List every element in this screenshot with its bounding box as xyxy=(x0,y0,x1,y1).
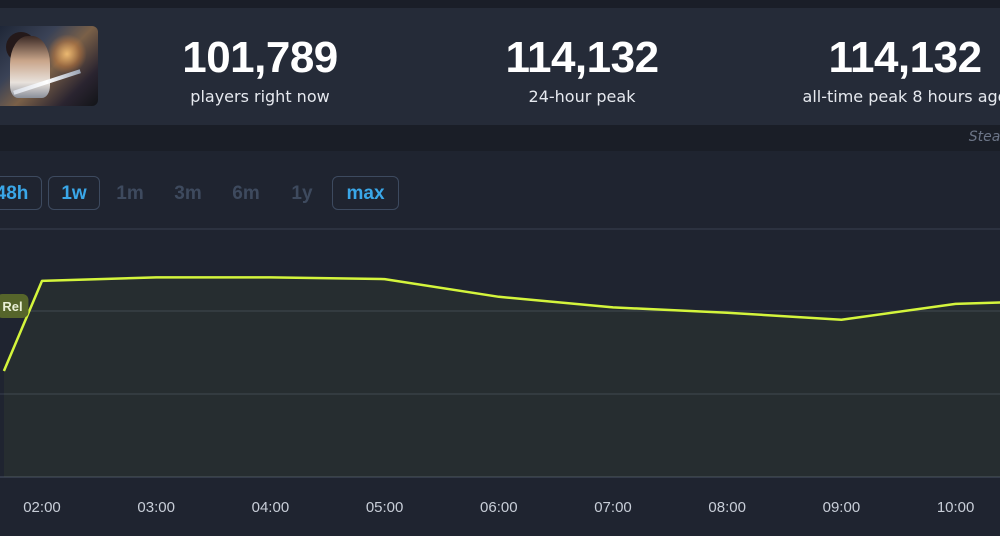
x-tick-label: 07:00 xyxy=(594,499,632,516)
x-tick-label: 05:00 xyxy=(366,499,404,516)
current-players-label: players right now xyxy=(190,87,330,106)
data-point[interactable] xyxy=(1,368,7,374)
data-point[interactable] xyxy=(953,301,959,307)
range-1y-button[interactable]: 1y xyxy=(291,183,313,204)
x-tick-label: 08:00 xyxy=(708,499,746,516)
x-tick-label: 04:00 xyxy=(252,499,290,516)
release-badge[interactable] xyxy=(0,294,29,318)
data-point[interactable] xyxy=(610,304,616,310)
credit-bar: Steam xyxy=(0,125,1000,151)
data-point[interactable] xyxy=(496,294,502,300)
stats-header: 101,789 players right now 114,132 24-hou… xyxy=(0,8,1000,125)
current-players-value: 101,789 xyxy=(182,33,338,82)
range-max-button[interactable]: max xyxy=(332,176,399,210)
player-count-area xyxy=(3,277,1000,477)
x-tick-label: 03:00 xyxy=(137,499,175,516)
x-tick-label: 06:00 xyxy=(480,499,518,516)
x-tick-label: 10:00 xyxy=(937,499,975,516)
peak-24h-label: 24-hour peak xyxy=(528,87,636,106)
player-count-chart: Rel 02:00 03:00 04:00 05:00 06:00 07:00 08:00 0… xyxy=(0,228,1000,516)
data-point[interactable] xyxy=(382,276,388,282)
x-tick-label: 09:00 xyxy=(823,499,861,516)
all-time-peak-value: 114,132 xyxy=(828,33,982,82)
range-6m-button[interactable]: 6m xyxy=(232,183,260,204)
current-players-stat: 101,789 players right now xyxy=(160,34,360,108)
data-point[interactable] xyxy=(267,274,273,280)
range-3m-button[interactable]: 3m xyxy=(174,183,202,204)
x-tick-label: 02:00 xyxy=(23,499,61,516)
range-1w-button[interactable]: 1w xyxy=(48,176,100,210)
range-1m-button[interactable]: 1m xyxy=(116,183,144,204)
range-selector: 48h 1w 1m 3m 6m 1y max xyxy=(0,176,1000,212)
data-point[interactable] xyxy=(838,317,844,323)
chart-gridlines xyxy=(0,228,1000,478)
range-48h-button[interactable]: 48h xyxy=(0,176,42,210)
top-strip xyxy=(0,0,1000,8)
data-point[interactable] xyxy=(724,310,730,316)
x-axis-ticks: 02:00 03:00 04:00 05:00 06:00 07:00 08:00 09:00… xyxy=(23,499,974,516)
release-label: Rel xyxy=(2,299,22,314)
peak-24h-stat: 114,132 24-hour peak xyxy=(482,34,682,108)
data-point[interactable] xyxy=(153,274,159,280)
game-thumbnail-icon[interactable] xyxy=(0,26,98,106)
steam-credit[interactable]: Steam xyxy=(968,129,1000,145)
release-marker[interactable]: Rel xyxy=(0,294,29,318)
player-count-line[interactable] xyxy=(2,276,1000,372)
data-point[interactable] xyxy=(39,278,45,284)
peak-24h-value: 114,132 xyxy=(505,33,659,82)
all-time-peak-stat: 114,132 all-time peak 8 hours ago xyxy=(780,34,1000,108)
all-time-peak-label: all-time peak 8 hours ago xyxy=(802,87,1000,106)
